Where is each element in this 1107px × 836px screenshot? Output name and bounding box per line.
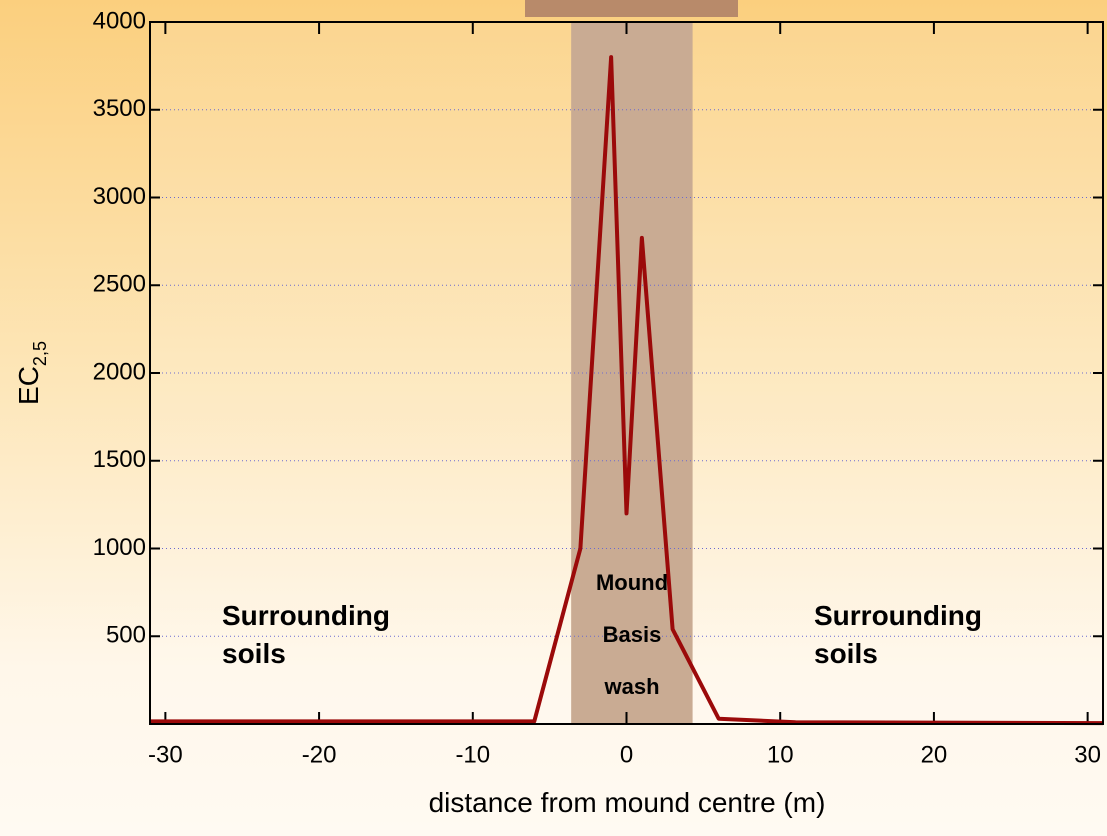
y-tick-label: 2500 (93, 271, 146, 298)
x-tick-label: -20 (302, 741, 337, 768)
annotation-line: soils (814, 638, 878, 669)
annotation: Mound Basis wash (596, 570, 668, 699)
x-tick-label: 10 (767, 741, 794, 768)
annotation-line: Mound (596, 570, 668, 595)
y-tick-label: 500 (106, 622, 146, 649)
y-axis-label: EC2,5 (13, 341, 50, 405)
annotation-line: soils (222, 638, 286, 669)
photo-strip (525, 0, 738, 17)
y-tick-label: 2000 (93, 358, 146, 385)
annotation: Surrounding soils (222, 600, 390, 669)
y-tick-label: 1500 (93, 446, 146, 473)
y-axis-label-main: EC (13, 366, 44, 405)
y-tick-label: 4000 (93, 7, 146, 34)
annotation-line: Surrounding (222, 600, 390, 631)
y-axis-label-sub: 2,5 (30, 341, 50, 366)
x-tick-label: 20 (921, 741, 948, 768)
y-tick-label: 1000 (93, 534, 146, 561)
annotation-line: Basis (603, 622, 662, 647)
y-tick-label: 3000 (93, 183, 146, 210)
y-tick-label: 3500 (93, 95, 146, 122)
annotation-line: wash (603, 674, 659, 699)
x-tick-label: -10 (455, 741, 490, 768)
annotation-line: Surrounding (814, 600, 982, 631)
x-tick-label: 0 (620, 741, 633, 768)
plot-frame (149, 21, 1104, 725)
x-tick-label: 30 (1074, 741, 1101, 768)
x-tick-label: -30 (148, 741, 183, 768)
data-line (150, 55, 1104, 726)
x-axis-label: distance from mound centre (m) (429, 787, 826, 818)
annotation: Surrounding soils (814, 600, 982, 669)
